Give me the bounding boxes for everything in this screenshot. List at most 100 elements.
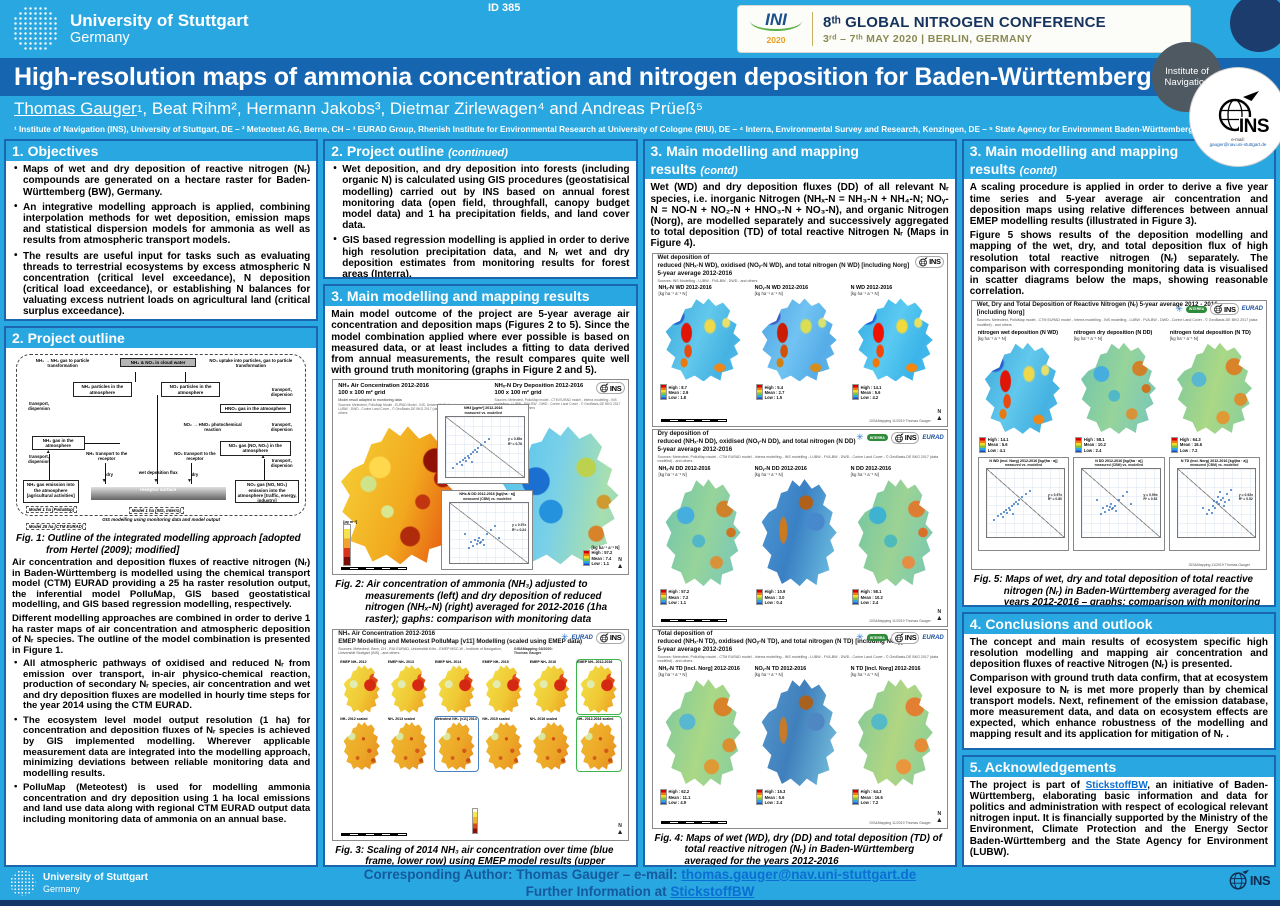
diagram-box: NH₃ gas emission into the atmosphere [ag… xyxy=(22,480,79,504)
meteotest-icon: ✳ xyxy=(561,632,569,642)
diagram-note: NO₂ transport to the receptor xyxy=(174,450,216,461)
outline2-bullet: GIS based regression modelling is applie… xyxy=(331,234,629,277)
north-arrow-icon: N ▲ xyxy=(935,810,943,824)
outline-bullet: PolluMap (Meteotest) is used for modelli… xyxy=(12,782,310,825)
figure-2-caption: Fig. 2: Air concentration of ammonia (NH… xyxy=(335,579,608,625)
mini-map: EMEP NH₃ 2015 xyxy=(481,659,526,715)
outline2-bullet: Wet deposition, and dry deposition into … xyxy=(331,163,629,231)
figure-4-caption: Fig. 4: Maps of wet (WD), dry (DD) and t… xyxy=(654,832,942,865)
poster-title: High-resolution maps of ammonia concentr… xyxy=(14,62,1152,91)
footer-university-logo: University of Stuttgart Germany xyxy=(10,870,148,896)
diagram-gis-label: GIS modelling using monitoring data and … xyxy=(102,516,220,522)
diagram-note: transport, dispersion xyxy=(270,386,293,397)
column-3: 3. Main modelling and mapping results (co… xyxy=(642,139,957,867)
section-main-results: 3. Main modelling and mapping results Ma… xyxy=(323,284,638,867)
authors: Thomas Gauger 1, Beat Rihm², Hermann Jako… xyxy=(0,96,1280,122)
scale-bar xyxy=(660,618,727,622)
outline-bullet: All atmospheric pathways of oxidised and… xyxy=(12,658,310,712)
author-lead: Thomas Gauger xyxy=(14,99,137,118)
north-arrow-icon: N ▲ xyxy=(935,608,943,622)
color-scale xyxy=(1074,436,1082,453)
color-scale xyxy=(1170,436,1178,453)
authors-rest: , Beat Rihm², Hermann Jakobs³, Dietmar Z… xyxy=(142,99,703,118)
eurad-logo: EURAD xyxy=(922,634,944,641)
section-project-outline-continued: 2. Project outline(continued) Wet deposi… xyxy=(323,139,638,279)
map-nitrogen-dry-deposition: nitrogen dry deposition (N DD) [kg ha⁻¹ … xyxy=(1071,329,1167,455)
ins-mini-logo: INS xyxy=(915,255,944,268)
section-conclusions: 4. Conclusions and outlook The concept a… xyxy=(961,611,1276,750)
eurad-logo: EURAD xyxy=(1241,306,1263,313)
map-noy-n-total-deposition: NOᵧ-N TD 2012-2016 [kg ha⁻¹ a⁻¹ N] High … xyxy=(752,665,848,807)
ins-email-caption: e-mail: xyxy=(1231,136,1245,142)
university-name: University of Stuttgart xyxy=(70,10,249,30)
column-2: 2. Project outline(continued) Wet deposi… xyxy=(323,139,638,867)
further-information-link[interactable]: StickstoffBW xyxy=(670,883,755,899)
figure-3-panel: ✳ EURAD INS NH₃ Air Concentration 2012-2… xyxy=(332,628,629,841)
diagram-note: transport, dispersion xyxy=(28,401,50,411)
scatter-points xyxy=(450,503,452,505)
north-arrow-icon: N ▲ xyxy=(616,557,624,571)
map-nhx-n-total-deposition: NHₓ-N TD [incl. Norg] 2012-2016 [kg ha⁻¹… xyxy=(656,665,752,807)
meteotest-icon: ✳ xyxy=(856,632,864,643)
diagram-boundary xyxy=(16,354,307,517)
ins-mini-logo: INS xyxy=(890,431,920,444)
scale-bar xyxy=(660,418,727,422)
corresponding-author-email-link[interactable]: thomas.gauger@nav.uni-stuttgart.de xyxy=(681,866,917,882)
column-1: 1. Objectives Maps of wet and dry deposi… xyxy=(4,139,319,867)
color-scale xyxy=(851,384,859,401)
university-logo-icon xyxy=(10,870,36,896)
figure-2-left-legend: [µg m⁻³] xyxy=(343,520,357,567)
figure-2-panel: INS NH₃ Air Concentration 2012-2016 100 … xyxy=(332,379,629,576)
university-logo-block: University of Stuttgart Germany xyxy=(12,5,249,52)
scatter-n-dd: N DD 2012-2016 [kg/(ha · a)] measured (C… xyxy=(1073,456,1165,551)
color-scale xyxy=(343,524,352,567)
scatter-n-td: N TD (incl. Norg) 2012-2016 [kg/(ha · a)… xyxy=(1168,456,1261,551)
color-scale xyxy=(471,807,478,834)
stickstoffbw-link[interactable]: StickstoffBW xyxy=(1085,779,1148,791)
scale-bar xyxy=(341,567,408,571)
section-title-main-results: 3. Main modelling and mapping results xyxy=(325,286,636,307)
scatter-points xyxy=(1178,469,1180,471)
poster-id: ID 385 xyxy=(488,2,521,14)
diagram-box: NH₃ gas in the atmosphere xyxy=(31,435,85,451)
footer-ins-logo: INS xyxy=(1228,869,1271,891)
figure-3-caption: Fig. 3: Scaling of 2014 NH₃ air concentr… xyxy=(335,844,614,866)
poster-body: 1. Objectives Maps of wet and dry deposi… xyxy=(0,137,1280,867)
footer-university-country: Germany xyxy=(43,884,81,894)
ins-mini-logo: INS xyxy=(595,631,625,644)
diagram-model-label: Model 1 ha [INS, Interra] xyxy=(128,507,184,515)
author-lead-sup: 1 xyxy=(136,103,143,115)
scatter-points xyxy=(987,469,989,471)
decorative-circle xyxy=(1230,0,1280,52)
diagram-note: dry xyxy=(191,472,199,478)
diagram-note: dry xyxy=(106,472,113,478)
conference-banner: INI 2020 8ᵗʰ GLOBAL NITROGEN CONFERENCE … xyxy=(738,6,1190,52)
ins-globe-plane-icon: INS xyxy=(1209,88,1270,136)
footer-university-name: University of Stuttgart xyxy=(43,872,149,883)
color-scale xyxy=(978,436,986,453)
section-title-main-results-contd: 3. Main modelling and mapping results (co… xyxy=(644,141,955,180)
ins-mini-logo: INS xyxy=(890,631,920,644)
results4-paragraph: A scaling procedure is applied in order … xyxy=(969,182,1268,228)
map-n-total-deposition: N TD [incl. Norg] 2012-2016 [kg ha⁻¹ a⁻¹… xyxy=(848,665,944,807)
map-nhx-n-wet-deposition: NHₓ-N WD 2012-2016 [kg ha⁻¹ a⁻¹ N] High … xyxy=(656,284,752,402)
mini-map-average-scaled: NH₃ 2012-2016 scaled xyxy=(576,715,622,772)
map-nitrogen-wet-deposition: nitrogen wet deposition (N WD) [kg ha⁻¹ … xyxy=(975,329,1071,455)
color-scale xyxy=(582,550,590,567)
ins-mini-logo: INS xyxy=(1210,303,1239,316)
diagram-model-label: Model 25 ha [CTM EURAD] xyxy=(25,523,87,531)
figure-1-caption: Fig. 1: Outline of the integrated modell… xyxy=(16,533,301,556)
mini-map: EMEP NH₃ 2012 xyxy=(339,659,384,715)
eurad-logo: EURAD xyxy=(571,634,593,641)
mini-map: EMEP NH₃ 2013 xyxy=(387,659,432,715)
figure-2-right-legend: [kg ha⁻¹ a⁻¹ N] High : 57.2 Mean : 7.4 L… xyxy=(582,545,620,567)
conclusions-paragraph: The concept and main results of ecosyste… xyxy=(969,636,1268,671)
mini-map: NH₃ 2013 scaled xyxy=(387,716,432,772)
section-title-acknowledgements: 5. Acknowledgements xyxy=(963,756,1274,777)
figure-5-panel: ✳ INTERRA INS EURAD Wet, Dry and Total D… xyxy=(970,300,1267,571)
color-scale xyxy=(659,789,667,806)
figure-5-caption: Fig. 5: Maps of wet, dry and total depos… xyxy=(973,574,1261,605)
diagram-note: NH₃ transport to the receptor xyxy=(86,450,128,461)
figure-2-left-header: NH₃ Air Concentration 2012-2016 100 x 10… xyxy=(338,383,463,416)
